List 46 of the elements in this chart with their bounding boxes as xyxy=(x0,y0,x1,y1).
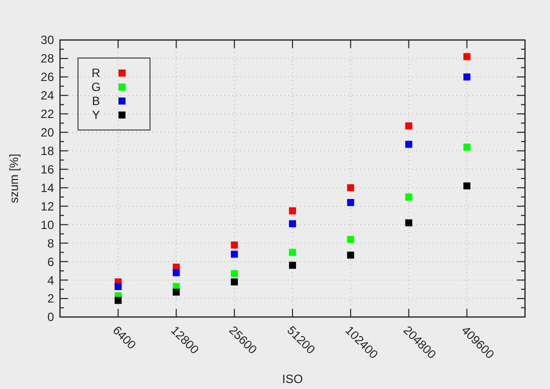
point xyxy=(230,250,238,258)
point xyxy=(405,193,412,200)
y-tick-label: 24 xyxy=(40,88,54,103)
y-tick-label: 16 xyxy=(40,162,54,176)
point xyxy=(172,288,180,296)
x-axis-title: ISO xyxy=(282,372,303,386)
y-tick-label: 2 xyxy=(47,292,54,306)
point xyxy=(172,269,180,276)
point xyxy=(347,236,354,243)
legend-label: R xyxy=(92,66,101,80)
point xyxy=(405,122,412,130)
legend-label: Y xyxy=(92,108,100,122)
y-tick-label: 18 xyxy=(40,144,54,158)
point xyxy=(347,184,354,192)
point xyxy=(347,252,354,259)
legend-label: G xyxy=(91,80,101,94)
point xyxy=(405,140,412,148)
y-tick-label: 26 xyxy=(40,70,54,84)
point xyxy=(289,248,296,256)
y-tick-label: 30 xyxy=(40,33,54,48)
point xyxy=(463,73,470,80)
y-tick-label: 6 xyxy=(47,254,54,269)
point xyxy=(463,144,470,151)
y-tick-label: 10 xyxy=(40,218,54,232)
y-tick-label: 20 xyxy=(40,126,54,140)
point xyxy=(289,207,296,214)
point xyxy=(289,220,296,228)
point xyxy=(114,283,122,290)
point xyxy=(230,241,238,248)
point xyxy=(405,219,412,226)
point xyxy=(114,296,122,304)
y-tick-label: 22 xyxy=(40,107,54,122)
point xyxy=(230,278,238,286)
y-tick-label: 0 xyxy=(47,310,54,324)
y-tick-label: 12 xyxy=(40,199,54,214)
y-tick-label: 4 xyxy=(47,273,54,288)
point xyxy=(230,270,238,278)
point xyxy=(463,53,470,60)
point xyxy=(289,262,296,269)
y-tick-label: 8 xyxy=(47,236,54,250)
point xyxy=(347,199,354,206)
y-tick-label: 28 xyxy=(40,52,54,66)
point xyxy=(463,182,470,190)
legend-label: B xyxy=(92,94,100,108)
y-tick-label: 14 xyxy=(40,180,54,195)
y-axis-title: szum [%] xyxy=(7,154,21,204)
